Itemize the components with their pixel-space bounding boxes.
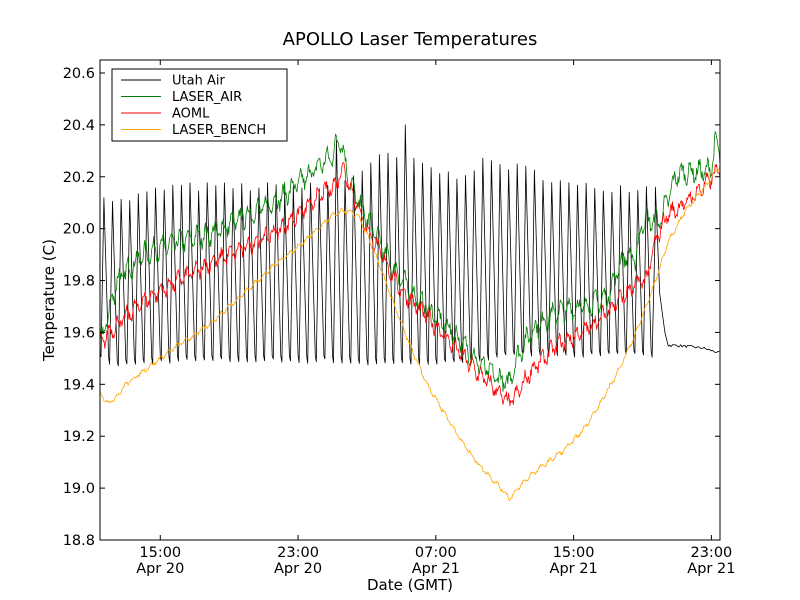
- x-tick-label-time: 15:00: [139, 545, 181, 561]
- legend-label: LASER_AIR: [172, 90, 242, 105]
- x-tick-label-time: 07:00: [415, 545, 457, 561]
- y-tick-label: 19.8: [63, 274, 95, 290]
- x-tick-label-date: Apr 21: [687, 561, 735, 577]
- y-tick-label: 20.0: [63, 222, 95, 238]
- x-tick-label-time: 15:00: [553, 545, 595, 561]
- series-line-utah-air: [100, 124, 720, 367]
- plot-frame: [99, 59, 721, 541]
- y-tick-label: 20.6: [63, 66, 95, 82]
- x-tick-label-date: Apr 20: [136, 561, 184, 577]
- y-axis-label: Temperature (C): [40, 239, 58, 362]
- y-tick-label: 18.8: [63, 533, 95, 549]
- series-line-laser-bench: [100, 165, 720, 501]
- x-tick-label-date: Apr 21: [412, 561, 460, 577]
- x-tick-label-time: 23:00: [277, 545, 319, 561]
- x-tick-label-date: Apr 20: [274, 561, 322, 577]
- plot-area: [100, 124, 720, 501]
- y-tick-label: 19.4: [63, 377, 95, 393]
- chart-title: APOLLO Laser Temperatures: [283, 29, 538, 50]
- legend-label: AOML: [172, 107, 210, 122]
- y-tick-label: 19.6: [63, 325, 95, 341]
- y-tick-label: 19.2: [63, 429, 95, 445]
- y-tick-label: 19.0: [63, 481, 95, 497]
- x-tick-label-time: 23:00: [690, 545, 732, 561]
- x-axis-label: Date (GMT): [367, 576, 453, 594]
- y-tick-label: 20.4: [63, 118, 95, 134]
- y-tick-label: 20.2: [63, 170, 95, 186]
- series-line-aoml: [100, 162, 720, 407]
- legend-box: [111, 68, 288, 142]
- legend-label: Utah Air: [172, 74, 225, 89]
- x-tick-label-date: Apr 21: [550, 561, 598, 577]
- legend-label: LASER_BENCH: [172, 123, 266, 138]
